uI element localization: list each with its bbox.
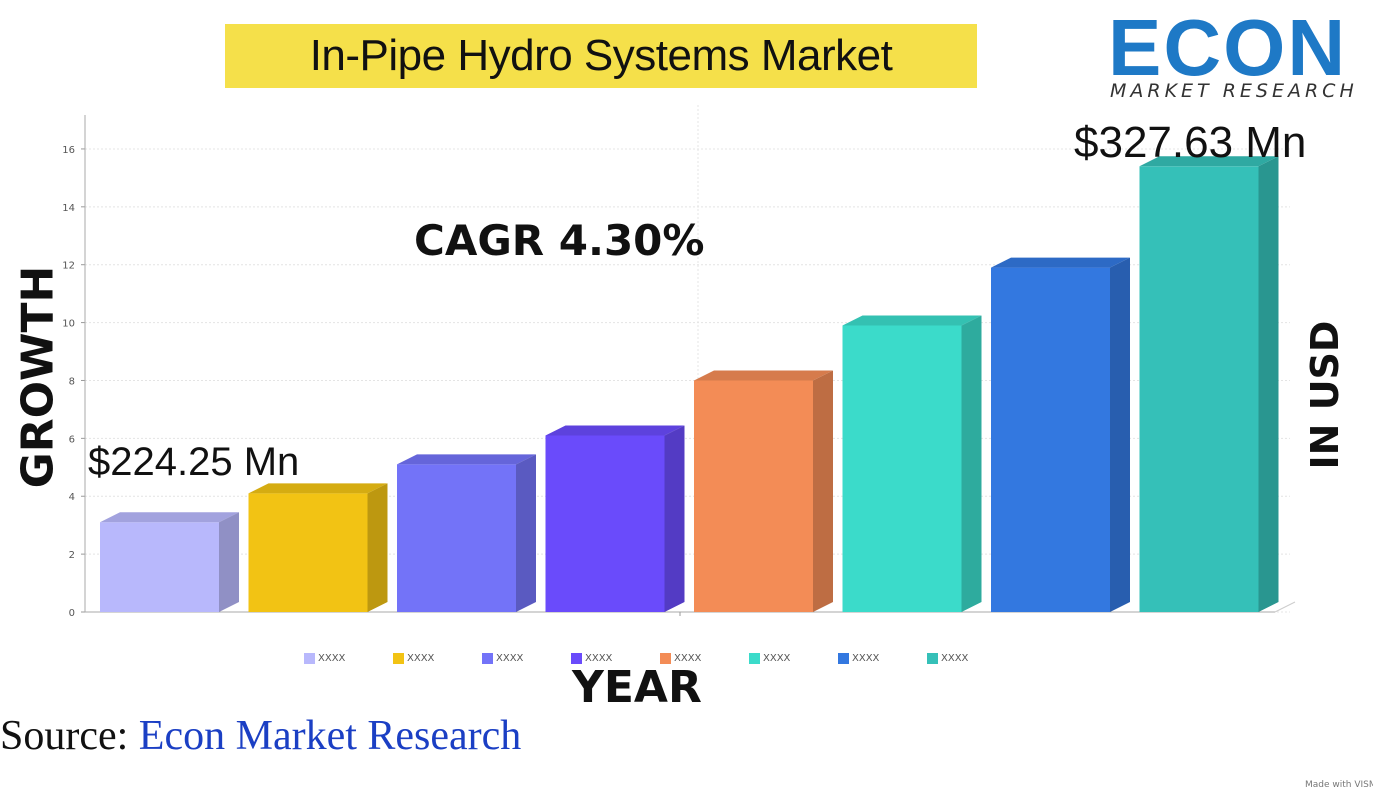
bar-side-face xyxy=(367,483,388,612)
bar-side-face xyxy=(1258,156,1279,612)
title-banner: In-Pipe Hydro Systems Market xyxy=(225,24,977,88)
y-tick-label: 10 xyxy=(62,319,75,330)
bar-side-face xyxy=(813,370,833,612)
legend-label: XXXX xyxy=(318,652,346,664)
y-tick-label: 12 xyxy=(62,261,75,272)
bar xyxy=(397,464,516,612)
bar-top-face xyxy=(842,315,982,326)
chart-legend: XXXX XXXX XXXX XXXX XXXX XXXX XXXX XXXX xyxy=(300,650,1020,666)
legend-label: XXXX xyxy=(496,652,524,664)
cagr-annotation: CAGR 4.30% xyxy=(414,216,705,265)
y-axis-title-right: IN USD xyxy=(1303,320,1347,470)
legend-item: XXXX xyxy=(927,650,1016,666)
legend-swatch xyxy=(571,652,582,664)
bar xyxy=(545,435,665,612)
bar-top-face xyxy=(100,512,239,523)
legend-item: XXXX xyxy=(393,650,482,666)
y-tick-label: 2 xyxy=(69,550,75,561)
legend-label: XXXX xyxy=(941,652,969,664)
bar-top-face xyxy=(248,483,388,494)
bar-top-face xyxy=(991,257,1130,268)
y-tick-label: 14 xyxy=(62,203,75,214)
bar-top-face xyxy=(397,454,536,465)
bar-side-face xyxy=(664,425,685,612)
bar-top-face xyxy=(545,425,685,436)
legend-swatch xyxy=(838,652,849,664)
x-axis-title: YEAR xyxy=(572,662,702,713)
bar xyxy=(991,267,1110,612)
logo-wordmark: ECON xyxy=(1108,3,1348,92)
bar xyxy=(842,325,962,612)
legend-item: XXXX xyxy=(571,650,660,666)
y-axis-title-left: GROWTH xyxy=(12,265,64,489)
made-with-credit: Made with VISM xyxy=(1305,780,1373,790)
legend-swatch xyxy=(927,652,938,664)
y-tick-label: 4 xyxy=(69,492,75,503)
bar-side-face xyxy=(961,315,982,612)
legend-swatch xyxy=(393,652,404,664)
legend-swatch xyxy=(304,652,315,664)
bar xyxy=(694,380,813,612)
y-tick-label: 6 xyxy=(69,434,75,445)
bar xyxy=(100,522,219,612)
y-tick-label: 0 xyxy=(69,608,75,619)
econ-logo: ECON MARKET RESEARCH xyxy=(1108,6,1370,106)
bar-top-face xyxy=(694,370,833,381)
legend-item: XXXX xyxy=(660,650,749,666)
legend-label: XXXX xyxy=(763,652,791,664)
end-value-annotation: $327.63 Mn xyxy=(1074,118,1307,167)
source-prefix: Source: xyxy=(0,713,139,759)
chart-title: In-Pipe Hydro Systems Market xyxy=(309,31,893,80)
bar-side-face xyxy=(1110,257,1130,612)
legend-item: XXXX xyxy=(482,650,571,666)
source-name: Econ Market Research xyxy=(138,713,522,759)
legend-item: XXXX xyxy=(838,650,927,666)
legend-label: XXXX xyxy=(407,652,435,664)
bar-top-face xyxy=(1139,156,1279,167)
y-tick-label: 8 xyxy=(69,376,75,387)
bar-chart: 0 2 4 6 8 10 12 14 16 xyxy=(62,105,1296,619)
source-line: Source: Econ Market Research xyxy=(0,712,521,760)
legend-label: XXXX xyxy=(585,652,613,664)
bar xyxy=(1139,166,1259,612)
bar-side-face xyxy=(516,454,536,612)
legend-swatch xyxy=(660,652,671,664)
logo-subtitle: MARKET RESEARCH xyxy=(1110,80,1358,102)
legend-label: XXXX xyxy=(674,652,702,664)
legend-label: XXXX xyxy=(852,652,880,664)
legend-swatch xyxy=(482,652,493,664)
y-tick-label: 16 xyxy=(62,145,75,156)
x-axis-floor-edge xyxy=(1274,601,1296,613)
legend-item: XXXX xyxy=(304,650,393,666)
legend-swatch xyxy=(749,652,760,664)
legend-item: XXXX xyxy=(749,650,838,666)
start-value-annotation: $224.25 Mn xyxy=(88,440,300,484)
bar-side-face xyxy=(219,512,239,612)
bar xyxy=(248,493,368,612)
